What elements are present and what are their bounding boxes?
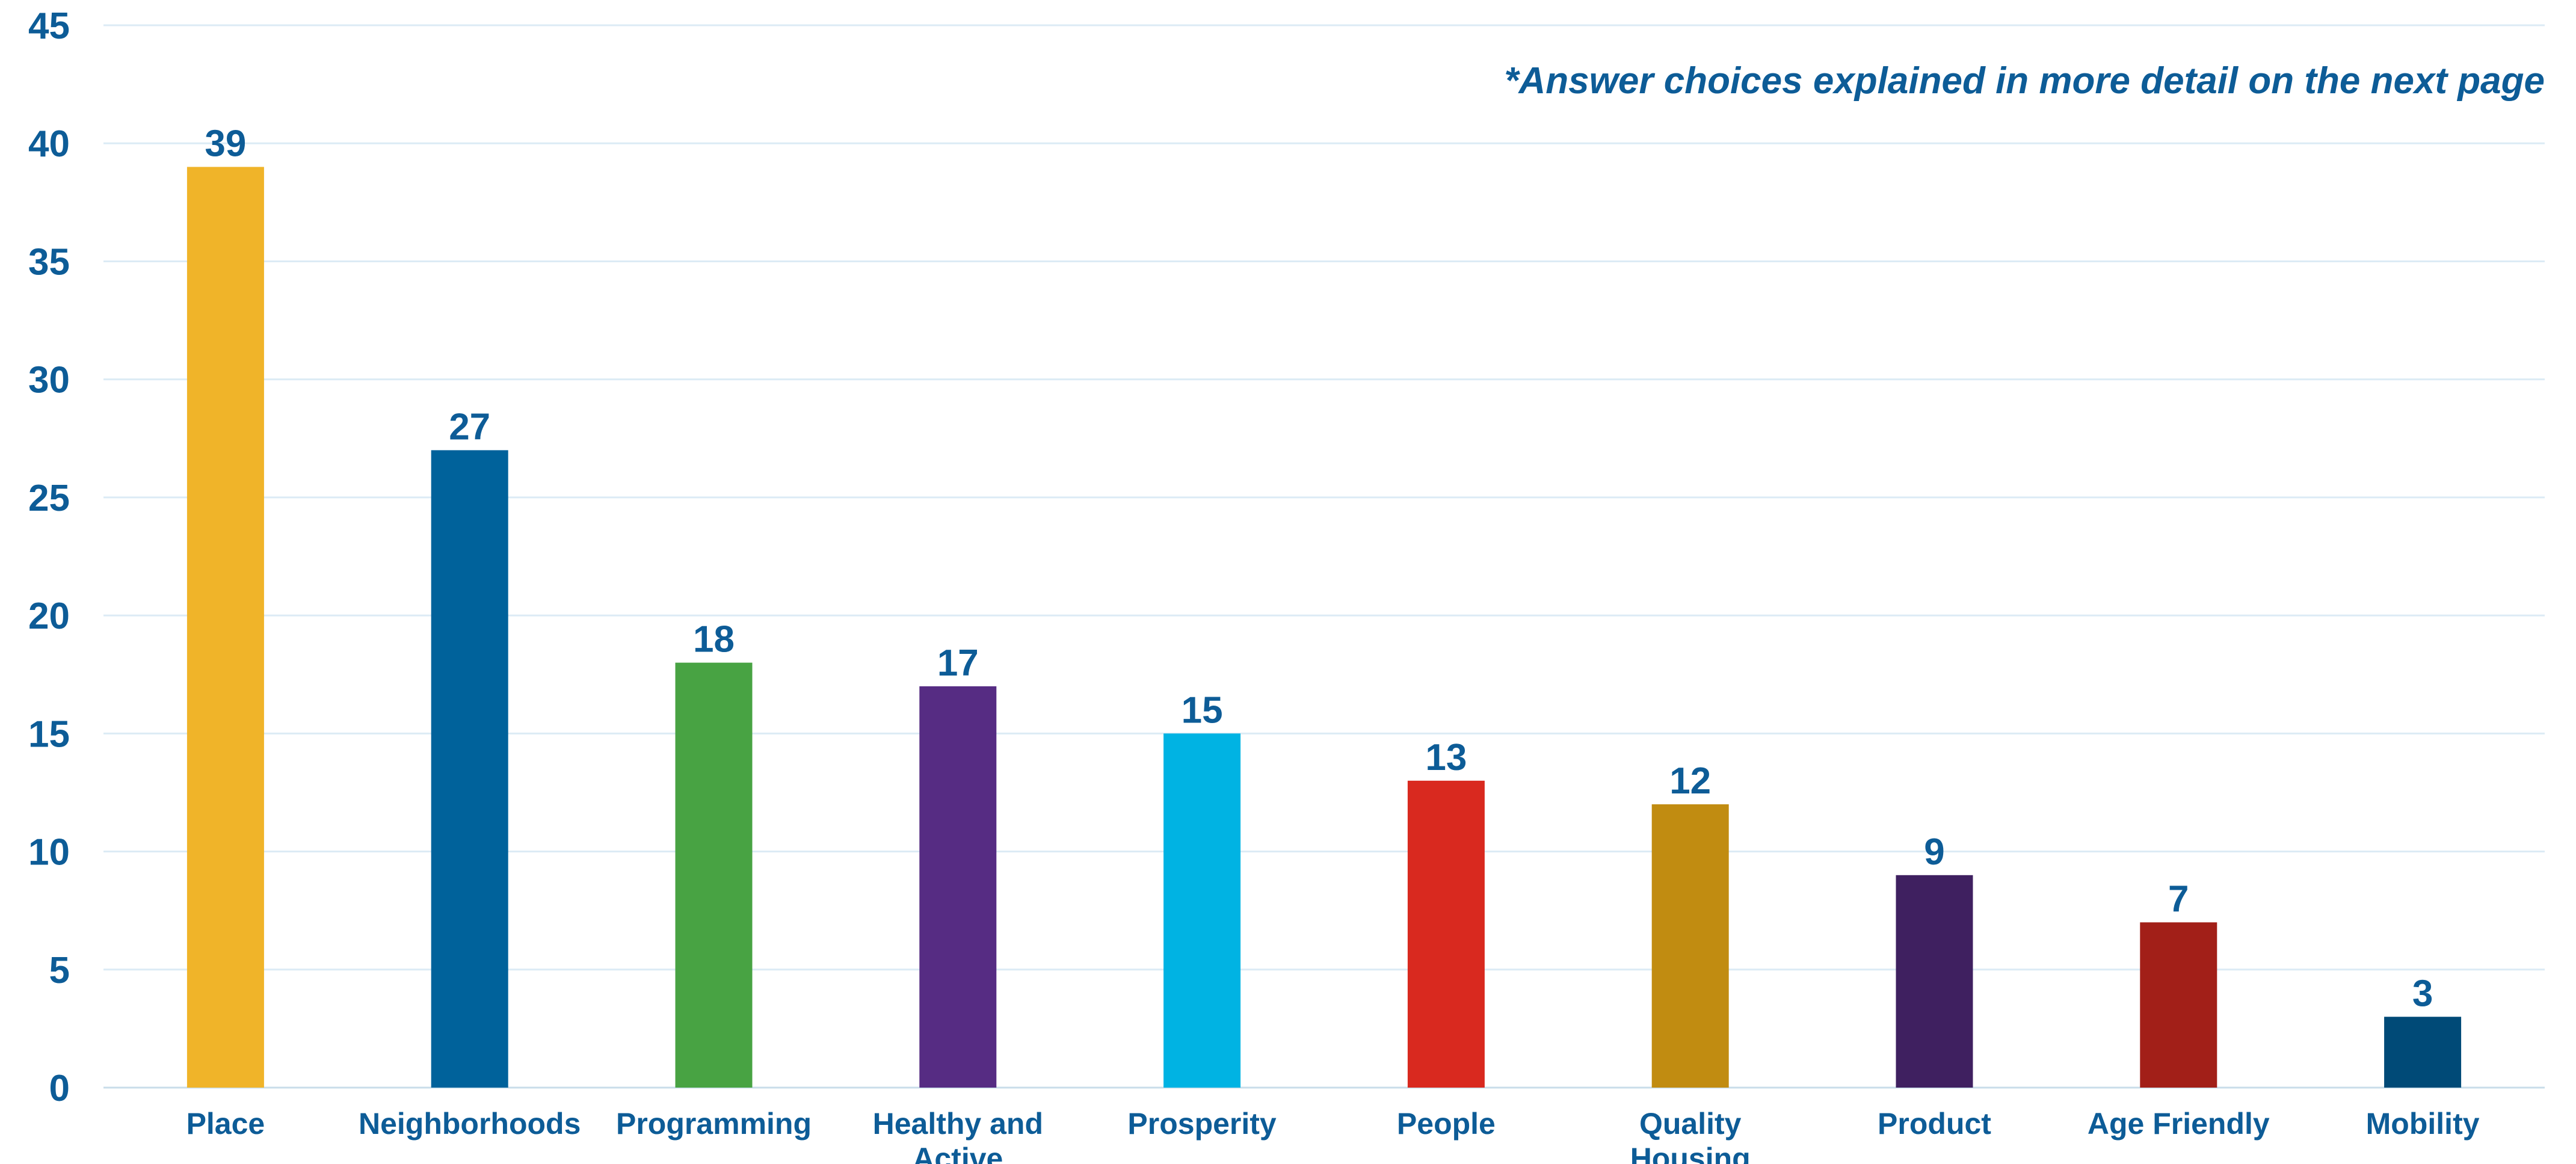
bar bbox=[1651, 804, 1729, 1088]
chart-annotation: *Answer choices explained in more detail… bbox=[1504, 60, 2545, 102]
y-tick-label: 15 bbox=[28, 713, 70, 755]
bar bbox=[2384, 1017, 2462, 1088]
bar bbox=[1896, 875, 1973, 1088]
x-tick-label: People bbox=[1397, 1107, 1496, 1141]
bars bbox=[186, 167, 2462, 1088]
bar bbox=[1407, 780, 1485, 1088]
y-tick-label: 0 bbox=[49, 1068, 70, 1109]
gridlines bbox=[103, 24, 2545, 1089]
data-label: 27 bbox=[449, 406, 490, 448]
data-label: 3 bbox=[2412, 973, 2433, 1014]
x-tick-label: Product bbox=[1878, 1107, 1991, 1141]
data-label: 7 bbox=[2168, 878, 2189, 920]
x-axis-ticks: Place Neighborhoods Programming Healthy and… bbox=[186, 1107, 2480, 1164]
y-axis-ticks: 0 5 10 15 20 25 30 35 40 45 bbox=[28, 5, 70, 1109]
x-tick-label: Mobility bbox=[2366, 1107, 2480, 1141]
data-labels: 39 27 18 17 15 13 12 9 7 3 bbox=[205, 123, 2433, 1014]
data-label: 15 bbox=[1182, 689, 1223, 731]
x-tick-label: Programming bbox=[616, 1107, 812, 1141]
data-label: 12 bbox=[1669, 760, 1711, 802]
x-tick-label: Neighborhoods bbox=[359, 1107, 581, 1141]
y-tick-label: 35 bbox=[28, 241, 70, 283]
x-tick-label: Place bbox=[186, 1107, 265, 1141]
data-label: 17 bbox=[937, 642, 979, 684]
data-label: 9 bbox=[1924, 831, 1944, 873]
y-tick-label: 5 bbox=[49, 950, 70, 991]
y-tick-label: 45 bbox=[28, 5, 70, 47]
x-tick-label: Prosperity bbox=[1127, 1107, 1277, 1141]
data-label: 39 bbox=[205, 123, 246, 164]
x-tick-label: Healthy and Active bbox=[873, 1107, 1043, 1164]
bar bbox=[919, 686, 997, 1088]
bar bbox=[2140, 922, 2217, 1088]
bar bbox=[431, 450, 508, 1088]
data-label: 13 bbox=[1425, 737, 1467, 778]
data-label: 18 bbox=[693, 619, 735, 661]
bar bbox=[675, 662, 753, 1088]
y-tick-label: 30 bbox=[28, 360, 70, 401]
x-tick-label: Age Friendly bbox=[2088, 1107, 2270, 1141]
bar bbox=[186, 167, 264, 1088]
y-tick-label: 40 bbox=[28, 123, 70, 165]
y-tick-label: 10 bbox=[28, 832, 70, 873]
y-tick-label: 25 bbox=[28, 478, 70, 519]
y-tick-label: 20 bbox=[28, 596, 70, 637]
x-tick-label: Quality Housing bbox=[1630, 1107, 1751, 1164]
bar bbox=[1163, 733, 1241, 1088]
